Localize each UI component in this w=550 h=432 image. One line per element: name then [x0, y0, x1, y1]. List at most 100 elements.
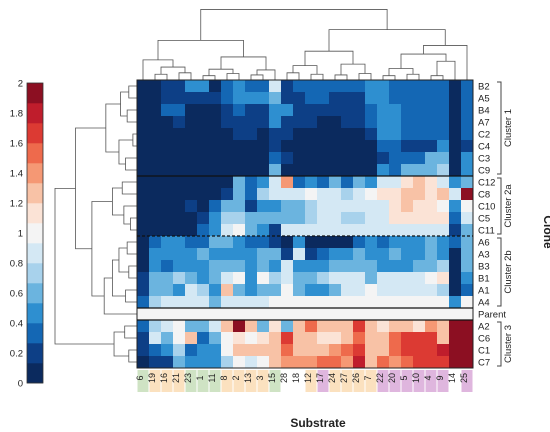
- heatmap-cell: [149, 116, 162, 129]
- heatmap-cell: [209, 284, 222, 297]
- heatmap-cell: [317, 212, 330, 225]
- heatmap-cell: [161, 344, 174, 357]
- heatmap-cell: [137, 116, 150, 129]
- heatmap-cell: [437, 116, 450, 129]
- heatmap-cell: [161, 92, 174, 105]
- heatmap-cell: [281, 200, 294, 213]
- heatmap-cell: [197, 152, 210, 165]
- heatmap-cell: [233, 308, 246, 321]
- color-scale-bar: [26, 82, 44, 384]
- heatmap-cell: [257, 212, 270, 225]
- heatmap-cell: [137, 320, 150, 333]
- heatmap-cell: [389, 296, 402, 309]
- heatmap-cell: [317, 152, 330, 165]
- heatmap-cell: [185, 200, 198, 213]
- heatmap-cell: [389, 212, 402, 225]
- dendrogram-branch: [121, 181, 137, 195]
- heatmap-cell: [413, 188, 426, 201]
- heatmap-cell: [221, 140, 234, 153]
- heatmap-cell: [425, 116, 438, 129]
- heatmap-cell: [317, 284, 330, 297]
- heatmap-cell: [209, 260, 222, 273]
- heatmap-cell: [425, 332, 438, 345]
- heatmap-cell: [221, 344, 234, 357]
- heatmap-cell: [413, 260, 426, 273]
- column-label: 21: [171, 373, 181, 383]
- heatmap-cell: [269, 188, 282, 201]
- heatmap-cell: [425, 200, 438, 213]
- column-group-badge: [149, 370, 161, 392]
- heatmap-cell: [245, 344, 258, 357]
- heatmap-cell: [377, 92, 390, 105]
- heatmap-cell: [413, 200, 426, 213]
- color-scale-ticks: 0 0.2 0.4 0.6 0.8 1 1.2 1.4 1.6 1.8 2: [10, 79, 23, 390]
- heatmap-cell: [233, 152, 246, 165]
- heatmap-cell: [281, 140, 294, 153]
- heatmap-cell: [149, 140, 162, 153]
- heatmap-cell: [329, 344, 342, 357]
- dendrogram-branch: [382, 75, 396, 80]
- heatmap-cell: [245, 80, 258, 93]
- heatmap-cell: [461, 284, 474, 297]
- heatmap-cell: [137, 356, 150, 369]
- heatmap-cell: [425, 176, 438, 189]
- heatmap-cell: [401, 272, 414, 285]
- dendrogram-branch: [178, 72, 192, 80]
- dendrogram-branch: [118, 139, 133, 165]
- heatmap-cell: [353, 176, 366, 189]
- heatmap-cell: [401, 344, 414, 357]
- heatmap-cell: [233, 176, 246, 189]
- heatmap-cell: [269, 260, 282, 273]
- color-scale-tick-label: 0.2: [10, 349, 23, 360]
- color-scale-tick-label: 0.6: [10, 289, 23, 300]
- heatmap-cell: [245, 320, 258, 333]
- heatmap-cell: [245, 308, 258, 321]
- heatmap-cell: [365, 116, 378, 129]
- heatmap-cell: [341, 236, 354, 249]
- heatmap-cell: [389, 140, 402, 153]
- column-group-badge: [449, 370, 461, 392]
- row-label: A5: [478, 94, 490, 105]
- heatmap-cell: [245, 200, 258, 213]
- heatmap-cell: [461, 272, 474, 285]
- heatmap-cell: [389, 164, 402, 177]
- heatmap-cell: [425, 164, 438, 177]
- heatmap-cell: [305, 272, 318, 285]
- heatmap-cell: [305, 152, 318, 165]
- heatmap-cell: [329, 332, 342, 345]
- heatmap-cell: [221, 248, 234, 261]
- heatmap-cell: [257, 284, 270, 297]
- heatmap-cell: [401, 176, 414, 189]
- heatmap-cell: [281, 260, 294, 273]
- heatmap-cell: [377, 116, 390, 129]
- heatmap-cell: [137, 92, 150, 105]
- heatmap-cell: [209, 212, 222, 225]
- heatmap-cell: [329, 116, 342, 129]
- heatmap-cell: [305, 284, 318, 297]
- heatmap-cell: [281, 272, 294, 285]
- heatmap-cell: [317, 104, 330, 117]
- heatmap-cell: [149, 128, 162, 141]
- heatmap-cell: [209, 296, 222, 309]
- heatmap-cell: [209, 236, 222, 249]
- heatmap-cell: [449, 284, 462, 297]
- heatmap-cell: [353, 296, 366, 309]
- heatmap-cell: [173, 188, 186, 201]
- heatmap-cell: [293, 128, 306, 141]
- heatmap-cell: [293, 92, 306, 105]
- heatmap-cell: [257, 188, 270, 201]
- heatmap-cell: [389, 152, 402, 165]
- heatmap-cell: [437, 248, 450, 261]
- heatmap-cell: [329, 200, 342, 213]
- heatmap-cell: [185, 128, 198, 141]
- heatmap-cell: [245, 356, 258, 369]
- heatmap-cell: [209, 164, 222, 177]
- heatmap-cell: [185, 296, 198, 309]
- heatmap-cell: [449, 260, 462, 273]
- heatmap-cell: [425, 92, 438, 105]
- heatmap-cell: [389, 176, 402, 189]
- heatmap-cell: [389, 356, 402, 369]
- heatmap-cell: [185, 332, 198, 345]
- color-scale-tick-label: 0.8: [10, 259, 23, 270]
- row-dendrogram: [54, 85, 137, 363]
